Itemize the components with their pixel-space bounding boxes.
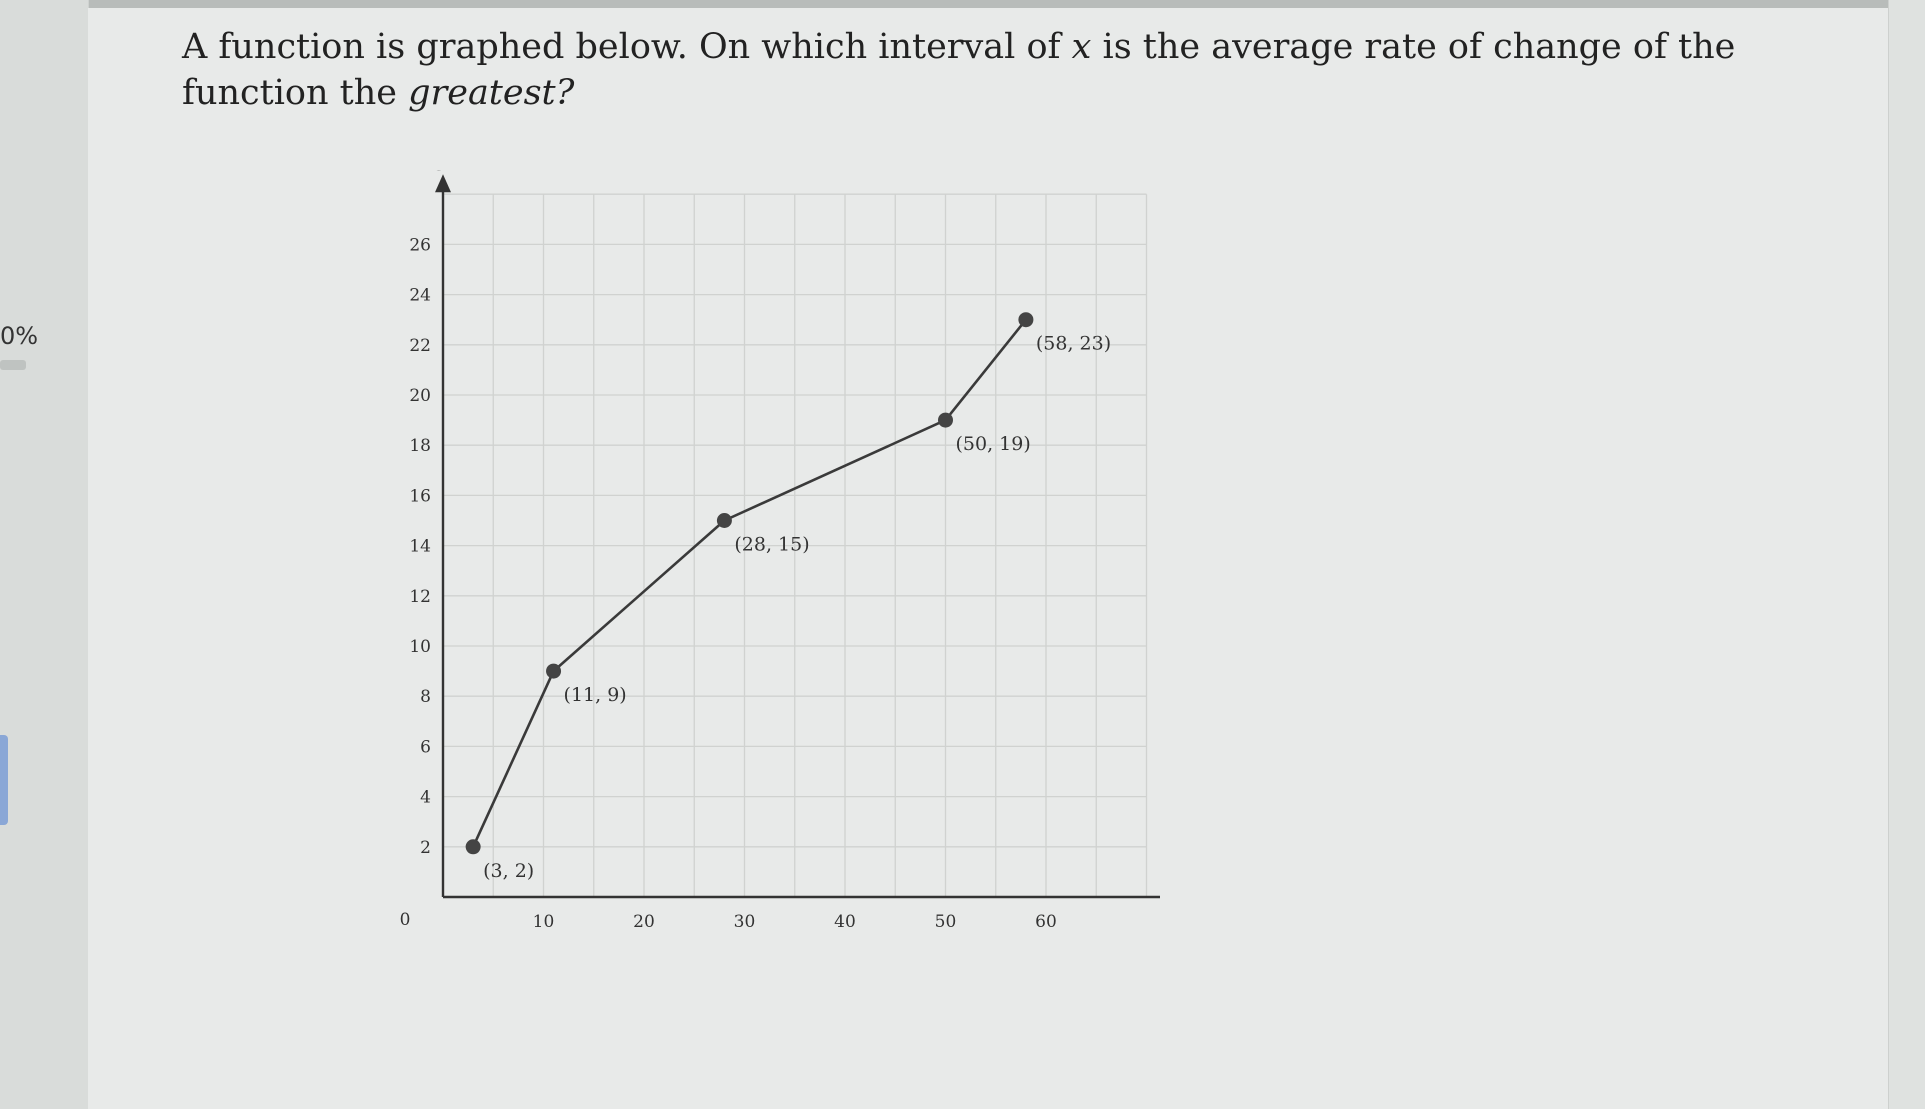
line-segment [723,418,947,522]
x-tick-label: 50 [935,912,957,932]
progress-text: 0% [0,322,39,350]
question-part-3: greatest? [408,73,575,113]
x-tick-label: 20 [633,912,655,932]
question-part-1: A function is graphed below. On which in… [182,27,1072,67]
data-point [1018,312,1034,328]
y-tick-label: 24 [409,286,431,306]
y-tick-label: 22 [409,336,431,356]
left-sidebar: 0% [0,0,89,1109]
axes: yx [435,170,1160,899]
point-label: (28, 15) [734,534,809,556]
x-tick-label: 10 [533,912,555,932]
y-tick-label: 8 [420,687,431,707]
question-panel [88,8,1888,1109]
y-tick-label: 6 [420,737,431,757]
point-label: (11, 9) [564,684,627,706]
point-label: (50, 19) [956,433,1031,455]
point-label: (3, 2) [483,860,534,882]
data-point [546,663,562,679]
y-axis-label: y [436,170,449,171]
side-tab[interactable] [0,735,8,825]
point-labels: (3, 2) (11, 9) (28, 15) (50, 19) (58, 23) [483,333,1111,882]
data-point [938,412,953,428]
right-edge [1888,0,1925,1109]
question-text: A function is graphed below. On which in… [182,24,1882,116]
line-segment [944,318,1027,421]
question-part-2: is the average rate of change of the fun… [182,27,1736,113]
data-points [465,312,1034,855]
progress-bar [0,360,26,370]
y-tick-label: 18 [409,436,431,456]
x-tick-label: 40 [834,912,856,932]
point-label: (58, 23) [1036,333,1111,355]
question-variable: x [1071,27,1092,67]
x-tick-label: 60 [1035,912,1057,932]
y-tick-label: 2 [420,838,431,858]
y-tick-label: 4 [420,788,431,808]
y-tick-label: 26 [409,235,431,255]
x-tick-label: 30 [734,912,756,932]
origin-label: 0 [400,910,411,930]
y-tick-label: 14 [409,537,431,557]
data-point [465,839,481,855]
y-tick-label: 20 [409,386,431,406]
y-tick-label: 12 [409,587,431,607]
data-point [716,513,732,528]
top-strip [0,0,1925,8]
y-axis-arrow [435,174,451,193]
line-segments [471,318,1027,848]
y-tick-label: 10 [409,637,431,657]
line-segment [471,670,555,848]
line-segment [552,519,726,673]
y-tick-label: 16 [409,486,431,506]
